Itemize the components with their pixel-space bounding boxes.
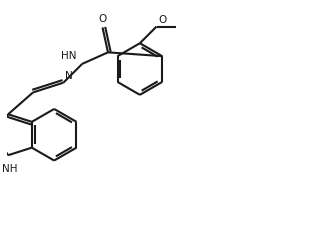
Text: NH: NH <box>2 164 17 174</box>
Text: O: O <box>98 15 107 25</box>
Text: O: O <box>158 15 166 25</box>
Text: N: N <box>65 71 73 81</box>
Text: HN: HN <box>61 52 77 62</box>
